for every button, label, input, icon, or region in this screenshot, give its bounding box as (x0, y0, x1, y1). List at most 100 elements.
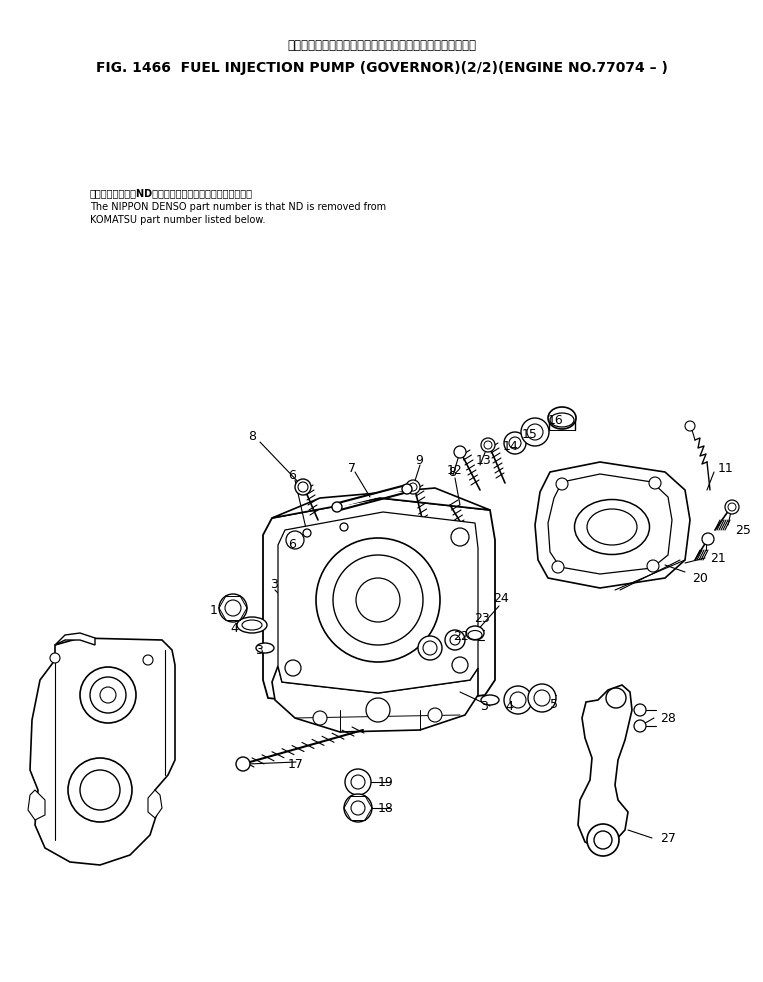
Circle shape (451, 528, 469, 546)
Circle shape (332, 502, 342, 512)
Text: 24: 24 (493, 591, 509, 605)
Circle shape (725, 500, 739, 514)
Text: 3: 3 (270, 578, 278, 591)
Circle shape (454, 446, 466, 458)
Text: 9: 9 (415, 454, 423, 466)
Circle shape (351, 775, 365, 789)
Circle shape (685, 421, 695, 431)
Circle shape (143, 655, 153, 665)
Ellipse shape (466, 626, 484, 640)
Circle shape (406, 480, 420, 494)
Text: 28: 28 (660, 712, 676, 725)
Text: 27: 27 (660, 832, 676, 845)
Polygon shape (535, 462, 690, 588)
Circle shape (366, 698, 390, 722)
Text: 3: 3 (255, 643, 263, 657)
Circle shape (484, 441, 492, 449)
Text: 23: 23 (474, 612, 490, 625)
Circle shape (481, 438, 495, 452)
Ellipse shape (237, 617, 267, 633)
Circle shape (534, 690, 550, 706)
Circle shape (225, 600, 241, 616)
Circle shape (450, 635, 460, 645)
Text: 20: 20 (692, 572, 708, 584)
Circle shape (649, 477, 661, 489)
Circle shape (68, 758, 132, 822)
Circle shape (594, 831, 612, 849)
Circle shape (510, 692, 526, 708)
Text: 7: 7 (348, 462, 356, 474)
Circle shape (418, 636, 442, 660)
Circle shape (552, 561, 564, 573)
Circle shape (313, 711, 327, 725)
Text: 4: 4 (230, 622, 238, 634)
Text: 21: 21 (710, 552, 726, 565)
Text: 18: 18 (378, 801, 394, 814)
Ellipse shape (468, 630, 482, 639)
Text: The NIPPON DENSO part number is that ND is removed from: The NIPPON DENSO part number is that ND … (90, 202, 386, 212)
Text: 22: 22 (453, 629, 468, 642)
Polygon shape (263, 498, 495, 710)
Circle shape (702, 533, 714, 545)
Circle shape (285, 660, 301, 676)
Circle shape (219, 594, 247, 622)
Polygon shape (28, 790, 45, 820)
Circle shape (634, 720, 646, 732)
Circle shape (295, 479, 311, 495)
Circle shape (236, 757, 250, 771)
Circle shape (556, 478, 568, 490)
Circle shape (80, 667, 136, 723)
Circle shape (351, 801, 365, 815)
Circle shape (344, 794, 372, 822)
Text: 6: 6 (288, 538, 296, 552)
Circle shape (527, 424, 543, 440)
Circle shape (345, 769, 371, 795)
Circle shape (333, 555, 423, 645)
Text: 8: 8 (248, 429, 256, 443)
Text: フェエルインジェクションポンプ　ガ　バ　ナ　　適用号機: フェエルインジェクションポンプ ガ バ ナ 適用号機 (287, 38, 476, 51)
Circle shape (90, 677, 126, 713)
Polygon shape (148, 790, 162, 818)
Text: 13: 13 (476, 454, 491, 466)
Text: 14: 14 (503, 441, 519, 454)
Circle shape (445, 630, 465, 650)
Text: 17: 17 (288, 757, 304, 771)
Text: FIG. 1466  FUEL INJECTION PUMP (GOVERNOR)(2/2)(ENGINE NO.77074 – ): FIG. 1466 FUEL INJECTION PUMP (GOVERNOR)… (95, 61, 668, 75)
Circle shape (509, 437, 521, 449)
Circle shape (504, 686, 532, 714)
Circle shape (409, 483, 417, 491)
Polygon shape (278, 512, 478, 693)
Polygon shape (272, 666, 478, 732)
Polygon shape (578, 685, 632, 848)
Circle shape (428, 708, 442, 722)
Text: 5: 5 (550, 697, 558, 711)
Circle shape (587, 824, 619, 856)
Ellipse shape (548, 407, 576, 429)
Polygon shape (55, 633, 95, 645)
Circle shape (303, 529, 311, 537)
Circle shape (356, 578, 400, 622)
Circle shape (340, 523, 348, 531)
Text: 15: 15 (522, 428, 538, 442)
Circle shape (452, 657, 468, 673)
Circle shape (298, 482, 308, 492)
Text: 11: 11 (718, 462, 734, 474)
Circle shape (521, 418, 549, 446)
Text: 6: 6 (288, 468, 296, 481)
Circle shape (528, 684, 556, 712)
Circle shape (100, 687, 116, 703)
Circle shape (286, 531, 304, 549)
Text: 19: 19 (378, 776, 394, 789)
Text: 3: 3 (480, 699, 488, 713)
Ellipse shape (481, 695, 499, 705)
Circle shape (80, 770, 120, 810)
Circle shape (647, 560, 659, 572)
Circle shape (50, 653, 60, 663)
Circle shape (423, 641, 437, 655)
Ellipse shape (256, 643, 274, 653)
Text: 1: 1 (210, 604, 218, 617)
Text: 16: 16 (548, 413, 564, 426)
Ellipse shape (242, 620, 262, 630)
Text: 8: 8 (448, 465, 456, 478)
Circle shape (728, 503, 736, 511)
